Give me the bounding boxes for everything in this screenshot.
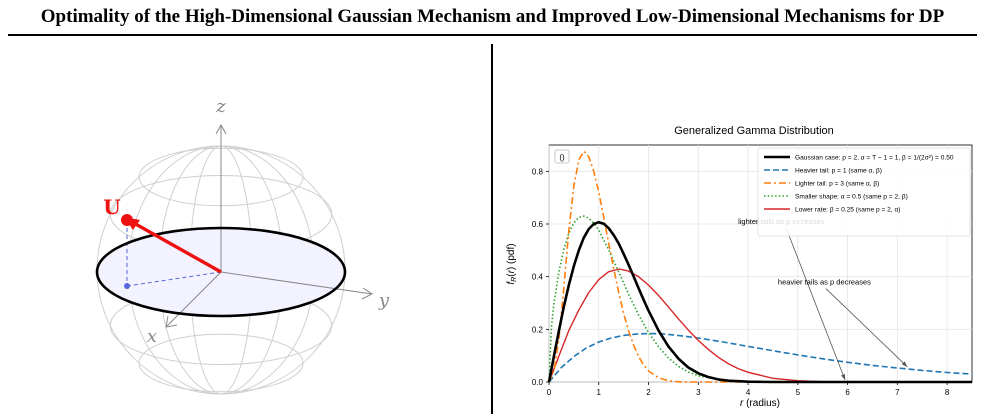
y-tick-label: 0.4 [532, 273, 544, 282]
x-tick-label: 5 [796, 388, 801, 397]
y-tick-label: 0.6 [532, 220, 544, 229]
x-tick-label: 0 [547, 388, 552, 397]
x-tick-label: 4 [746, 388, 751, 397]
projection-horizontal [126, 271, 222, 287]
annotation-text: heavier tails as p decreases [778, 278, 871, 287]
y-axis-title: fR(r) (pdf) [506, 243, 518, 284]
x-tick-label: 8 [945, 388, 950, 397]
series-group [547, 150, 973, 384]
vector-u-label: U [103, 195, 120, 219]
series-line-2 [548, 150, 972, 383]
y-tick-label: 0.0 [532, 378, 544, 387]
x-axis-title: r (radius) [740, 398, 780, 409]
annotation-arrow [825, 288, 908, 368]
column-divider [491, 44, 493, 414]
x-axis [166, 271, 222, 327]
equator-ring [95, 226, 347, 318]
series-line-0 [547, 220, 972, 384]
y-axis-label: y [378, 290, 390, 311]
vector-u-tip [121, 214, 133, 226]
legend: Gaussian case: p = 2, α = T − 1 = 1, β =… [757, 147, 971, 237]
y-tick-label: 0.2 [532, 325, 544, 334]
series-line-3 [548, 215, 973, 383]
legend-label: Heavier tail: p = 1 (same α, β) [795, 168, 882, 175]
sphere-figure: z y x U [95, 96, 390, 395]
x-axis-arrowhead [165, 315, 178, 328]
annotation-arrow [785, 227, 846, 381]
paper-header-title: Optimality of the High-Dimensional Gauss… [40, 6, 945, 27]
panel-tag: () [559, 153, 565, 162]
latitude-line [138, 333, 304, 393]
legend-label: Lighter tail: p = 3 (same α, β) [795, 181, 879, 188]
legend-label: Gaussian case: p = 2, α = T − 1 = 1, β =… [795, 155, 954, 162]
series-line-4 [548, 268, 972, 383]
x-tick-label: 2 [646, 388, 651, 397]
x-tick-label: 6 [845, 388, 850, 397]
y-axis-arrowhead [361, 287, 373, 300]
legend-box [757, 147, 971, 237]
legend-label: Smaller shape: α = 0.5 (same p = 2, β) [795, 194, 908, 201]
z-axis-label: z [215, 96, 226, 117]
y-tick-label: 0.8 [532, 167, 544, 176]
x-tick-label: 1 [597, 388, 602, 397]
gamma-chart: Generalized Gamma Distribution 0 1 2 3 4 5 6 7 8… [506, 125, 973, 409]
z-axis-arrowhead [215, 123, 227, 135]
ticks-group: 0 1 2 3 4 5 6 7 8 0.0 0.2 0.4 0.6 0.8 [532, 167, 950, 397]
panel-tag-box [554, 149, 570, 164]
legend-label: Lower rate: β = 0.25 (same p = 2, α) [795, 207, 900, 214]
projection-point [124, 283, 130, 289]
series-line-1 [548, 332, 973, 383]
x-tick-label: 7 [895, 388, 900, 397]
x-axis-label: x [147, 326, 157, 347]
x-tick-label: 3 [696, 388, 701, 397]
vector-u [131, 220, 222, 274]
y-axis [220, 271, 373, 295]
chart-title: Generalized Gamma Distribution [674, 125, 834, 137]
annotation-arrowhead [841, 374, 846, 380]
header-rule [8, 34, 977, 36]
annotation-arrowhead [901, 361, 908, 367]
